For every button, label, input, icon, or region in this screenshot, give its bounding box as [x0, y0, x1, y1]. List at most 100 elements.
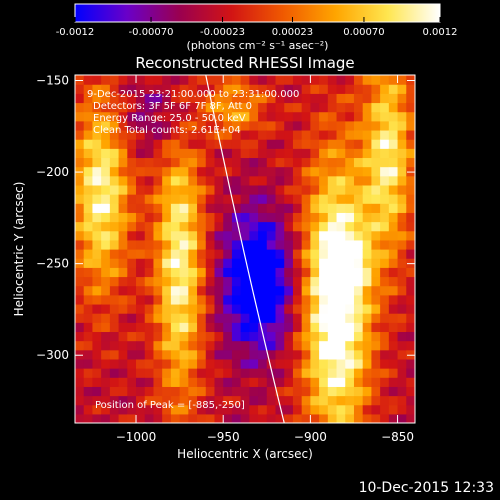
heatmap-cell: [266, 230, 277, 241]
heatmap-cell: [136, 84, 146, 94]
heatmap-cell: [127, 93, 137, 104]
heatmap-cell: [284, 203, 294, 213]
heatmap-cell: [205, 194, 216, 204]
heatmap-cell: [231, 285, 242, 296]
heatmap-cell: [371, 258, 381, 268]
heatmap-cell: [127, 157, 137, 168]
heatmap-cell: [249, 358, 259, 369]
heatmap-cell: [179, 166, 189, 177]
heatmap-cell: [258, 166, 268, 177]
heatmap-cell: [380, 386, 390, 397]
heatmap-cell: [136, 303, 146, 314]
heatmap-cell: [292, 148, 303, 159]
heatmap-cell: [205, 349, 216, 360]
heatmap-cell: [214, 395, 224, 406]
heatmap-cell: [345, 294, 355, 305]
heatmap-cell: [179, 148, 189, 159]
heatmap-cell: [275, 84, 285, 94]
heatmap-cell: [353, 267, 364, 278]
heatmap-cell: [188, 386, 198, 397]
heatmap-cell: [353, 239, 364, 250]
heatmap-cell: [275, 139, 285, 149]
heatmap-cell: [214, 349, 224, 360]
heatmap-cell: [327, 368, 338, 378]
heatmap-cell: [136, 285, 146, 296]
heatmap-cell: [92, 395, 102, 406]
heatmap-cell: [388, 111, 399, 122]
heatmap-cell: [362, 166, 373, 177]
heatmap-cell: [388, 386, 399, 397]
heatmap-cell: [231, 303, 242, 314]
heatmap-cell: [249, 212, 259, 223]
heatmap-cell: [371, 340, 381, 351]
heatmap-cell: [214, 139, 224, 149]
heatmap-cell: [83, 377, 94, 387]
heatmap-cell: [345, 102, 355, 113]
heatmap-cell: [249, 239, 259, 250]
heatmap-cell: [109, 221, 120, 232]
heatmap-cell: [327, 322, 338, 333]
heatmap-cell: [197, 221, 207, 232]
heatmap-cell: [284, 294, 294, 305]
heatmap-cell: [118, 148, 128, 159]
heatmap-cell: [153, 203, 163, 213]
heatmap-cell: [118, 258, 128, 268]
heatmap-cell: [362, 249, 373, 259]
heatmap-cell: [388, 413, 399, 423]
heatmap-cell: [258, 239, 268, 250]
heatmap-cell: [179, 331, 189, 342]
heatmap-cell: [292, 175, 303, 186]
heatmap-cell: [397, 267, 407, 278]
heatmap-cell: [231, 386, 242, 397]
heatmap-cell: [188, 368, 198, 378]
heatmap-cell: [258, 111, 268, 122]
heatmap-cell: [214, 203, 224, 213]
heatmap-cell: [284, 331, 294, 342]
heatmap-cell: [319, 166, 329, 177]
heatmap-cell: [231, 258, 242, 268]
heatmap-cell: [197, 276, 207, 287]
heatmap-cell: [258, 148, 268, 159]
heatmap-cell: [397, 285, 407, 296]
heatmap-cell: [153, 368, 163, 378]
heatmap-cell: [101, 249, 111, 259]
heatmap-cell: [301, 157, 311, 168]
heatmap-cell: [319, 340, 329, 351]
heatmap-cell: [153, 377, 163, 387]
heatmap-cell: [258, 349, 268, 360]
heatmap-cell: [109, 340, 120, 351]
heatmap-cell: [231, 340, 242, 351]
heatmap-cell: [310, 102, 320, 113]
heatmap-cell: [240, 377, 250, 387]
heatmap-cell: [109, 194, 120, 204]
heatmap-cell: [118, 303, 128, 314]
heatmap-cell: [327, 111, 338, 122]
heatmap-cell: [92, 157, 102, 168]
heatmap-cell: [406, 221, 415, 232]
heatmap-cell: [240, 258, 250, 268]
heatmap-cell: [397, 331, 407, 342]
heatmap-cell: [205, 166, 216, 177]
heatmap-cell: [397, 111, 407, 122]
heatmap-cell: [310, 203, 320, 213]
info-line: 9-Dec-2015 23:21:00.000 to 23:31:00.000: [87, 89, 299, 100]
heatmap-cell: [406, 175, 415, 186]
heatmap-cell: [197, 386, 207, 397]
heatmap-cell: [258, 75, 268, 85]
heatmap-cell: [101, 239, 111, 250]
heatmap-cell: [327, 404, 338, 415]
heatmap-cell: [205, 285, 216, 296]
heatmap-cell: [162, 349, 172, 360]
heatmap-cell: [101, 313, 111, 323]
heatmap-cell: [109, 386, 120, 397]
heatmap-cell: [92, 166, 102, 177]
heatmap-cell: [197, 139, 207, 149]
heatmap-cell: [170, 249, 181, 259]
heatmap-cell: [319, 413, 329, 423]
heatmap-cell: [179, 258, 189, 268]
heatmap-cell: [406, 166, 415, 177]
heatmap-cell: [275, 377, 285, 387]
heatmap-cell: [249, 175, 259, 186]
heatmap-cell: [144, 395, 155, 406]
heatmap-cell: [205, 395, 216, 406]
